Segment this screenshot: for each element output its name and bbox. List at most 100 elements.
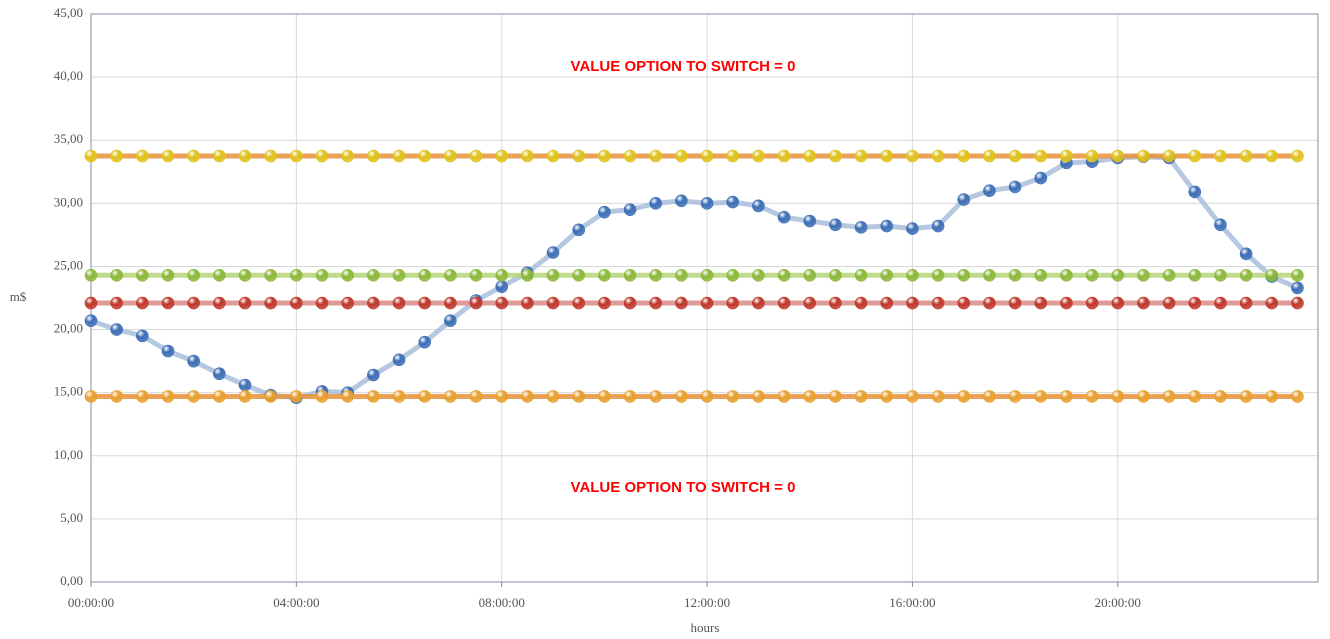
data-point — [1085, 296, 1099, 310]
data-point — [546, 268, 560, 282]
data-point — [392, 296, 406, 310]
data-point — [623, 203, 637, 216]
data-point — [1137, 390, 1150, 403]
data-point — [521, 296, 534, 310]
data-point — [880, 390, 894, 403]
data-point — [1137, 268, 1150, 282]
data-point — [777, 390, 791, 403]
data-point — [1239, 296, 1253, 310]
data-point — [84, 149, 98, 163]
data-point — [931, 149, 945, 163]
data-point — [854, 268, 868, 282]
data-point — [1111, 268, 1125, 282]
y-tick-label: 5,00 — [60, 510, 83, 525]
data-point — [1239, 149, 1253, 163]
data-point — [906, 149, 919, 163]
data-point — [1214, 218, 1227, 232]
data-point — [444, 268, 457, 282]
data-point — [649, 268, 663, 282]
data-point — [1162, 390, 1176, 403]
data-point — [598, 205, 611, 219]
data-point — [572, 390, 586, 403]
data-point — [444, 149, 457, 163]
data-point — [1188, 185, 1202, 199]
data-point — [315, 296, 329, 310]
data-point — [880, 268, 894, 282]
data-point — [1060, 296, 1073, 310]
data-point — [623, 390, 637, 403]
data-point — [983, 184, 996, 198]
data-point — [264, 149, 277, 163]
data-point — [675, 149, 688, 163]
data-point — [84, 296, 98, 310]
data-point — [136, 149, 149, 163]
data-point — [341, 390, 354, 403]
data-point — [136, 296, 149, 310]
data-point — [238, 296, 252, 310]
data-point — [649, 390, 663, 403]
data-point — [572, 268, 586, 282]
y-tick-label: 20,00 — [54, 321, 83, 336]
data-point — [1188, 149, 1202, 163]
data-point — [187, 268, 200, 282]
data-point — [1111, 390, 1125, 403]
data-point — [726, 268, 740, 282]
data-point — [931, 296, 945, 310]
data-point — [161, 296, 175, 310]
data-point — [1034, 268, 1048, 282]
data-point — [290, 149, 303, 163]
data-point — [161, 268, 175, 282]
data-point — [1291, 281, 1304, 295]
data-point — [931, 268, 945, 282]
data-point — [110, 323, 123, 336]
data-point — [264, 268, 277, 282]
x-tick-label: 20:00:00 — [1095, 595, 1141, 610]
data-point — [469, 390, 483, 403]
data-point — [829, 390, 842, 403]
data-point — [238, 268, 252, 282]
data-point — [1034, 171, 1048, 185]
data-point — [598, 149, 611, 163]
data-point — [880, 219, 894, 233]
data-point — [521, 390, 534, 403]
data-point — [1162, 296, 1176, 310]
data-point — [1008, 268, 1022, 282]
data-point — [546, 390, 560, 403]
y-axis-label: m$ — [10, 289, 27, 304]
data-point — [931, 219, 945, 233]
data-point — [777, 296, 791, 310]
data-point — [161, 390, 175, 403]
data-point — [315, 268, 329, 282]
data-point — [854, 221, 868, 234]
data-point — [700, 296, 714, 310]
data-point — [546, 246, 560, 259]
x-axis-label: hours — [691, 620, 720, 635]
data-point — [957, 296, 971, 310]
data-point — [1162, 268, 1176, 282]
data-point — [803, 296, 817, 310]
data-point — [367, 149, 380, 163]
data-point — [700, 390, 714, 403]
data-point — [315, 149, 329, 163]
data-point — [1008, 296, 1022, 310]
data-point — [1291, 390, 1304, 403]
data-point — [290, 268, 303, 282]
data-point — [1137, 296, 1150, 310]
data-point — [418, 268, 432, 282]
data-point — [495, 296, 509, 310]
data-point — [213, 390, 226, 403]
data-point — [957, 268, 971, 282]
data-point — [213, 268, 226, 282]
data-point — [546, 296, 560, 310]
data-point — [1034, 149, 1048, 163]
data-point — [906, 222, 919, 235]
data-point — [752, 199, 765, 213]
data-point — [880, 296, 894, 310]
data-point — [213, 367, 226, 381]
x-tick-label: 04:00:00 — [273, 595, 319, 610]
data-point — [1008, 149, 1022, 163]
data-point — [1111, 296, 1125, 310]
y-tick-label: 15,00 — [54, 384, 83, 399]
data-point — [495, 280, 509, 293]
data-point — [906, 296, 919, 310]
